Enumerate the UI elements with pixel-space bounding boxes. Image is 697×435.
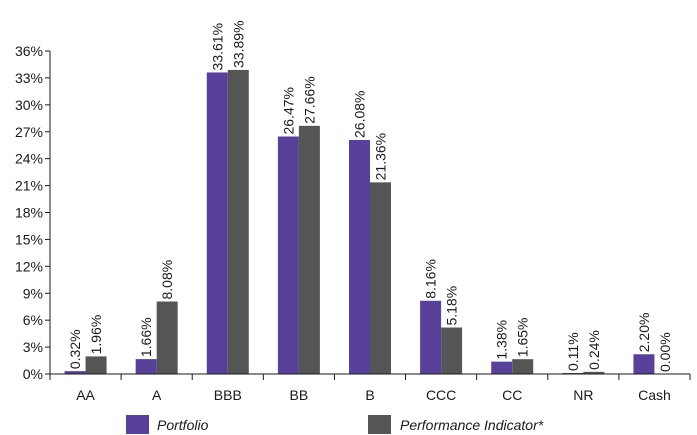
data-label: 1.65% [515,317,531,357]
bar-performance-indicator-b [370,182,391,374]
bar-portfolio-b [349,140,370,374]
data-label: 2.20% [636,313,652,353]
x-tick-label: Cash [638,387,671,403]
bar-performance-indicator-bb [298,125,320,374]
x-tick-label: AA [76,387,95,403]
data-label: 26.47% [280,87,296,134]
bar-portfolio-bbb [206,72,228,375]
legend-swatch-performance-indicator [368,415,391,434]
bar-portfolio-bb [277,136,299,374]
bar-performance-indicator-nr [583,371,605,374]
x-tick-label: CCC [426,387,456,403]
bar-performance-indicator-a [156,301,178,374]
data-label: 33.89% [230,20,246,67]
y-tick-label: 9% [23,285,43,301]
y-tick-label: 27% [15,124,43,140]
y-tick-label: 6% [23,312,43,328]
data-label: 21.36% [373,133,389,180]
data-label: 0.00% [657,332,673,372]
bar-portfolio-ccc [420,300,442,374]
y-tick-label: 36% [15,43,43,59]
x-tick-label: NR [573,387,593,403]
data-label: 5.18% [444,286,460,326]
y-tick-label: 3% [23,339,43,355]
bar-portfolio-cc [491,361,513,374]
data-label: 26.08% [352,91,368,138]
data-label: 0.11% [565,332,581,371]
legend-label-portfolio: Portfolio [157,417,209,433]
bar-performance-indicator-cc [512,359,534,374]
y-tick-label: 12% [15,258,43,274]
data-label: 33.61% [209,23,225,70]
x-tick-label: A [152,387,162,403]
legend-swatch-portfolio [126,415,149,434]
y-tick-label: 0% [23,366,43,382]
data-label: 8.16% [423,259,439,299]
data-label: 1.38% [494,320,510,360]
x-tick-label: BBB [214,387,242,403]
data-label: 27.66% [301,76,317,123]
bar-performance-indicator-bbb [227,69,249,374]
y-tick-label: 24% [15,151,43,167]
y-tick-label: 21% [15,178,43,194]
bar-portfolio-aa [64,371,86,374]
y-tick-label: 15% [15,231,43,247]
data-label: 0.32% [67,329,83,369]
data-label: 1.66% [138,317,154,357]
bar-performance-indicator-aa [85,356,107,374]
data-label: 0.24% [586,330,602,370]
x-tick-label: CC [502,387,522,403]
y-tick-label: 18% [15,205,43,221]
legend-label-performance-indicator: Performance Indicator* [400,417,544,433]
data-label: 1.96% [88,315,104,355]
bar-portfolio-cash [633,354,655,374]
y-tick-label: 30% [15,97,43,113]
bar-performance-indicator-ccc [441,327,463,374]
data-label: 8.08% [159,260,175,300]
y-tick-label: 33% [15,70,43,86]
x-tick-label: B [365,387,374,403]
x-tick-label: BB [290,387,309,403]
bar-portfolio-a [135,359,157,374]
